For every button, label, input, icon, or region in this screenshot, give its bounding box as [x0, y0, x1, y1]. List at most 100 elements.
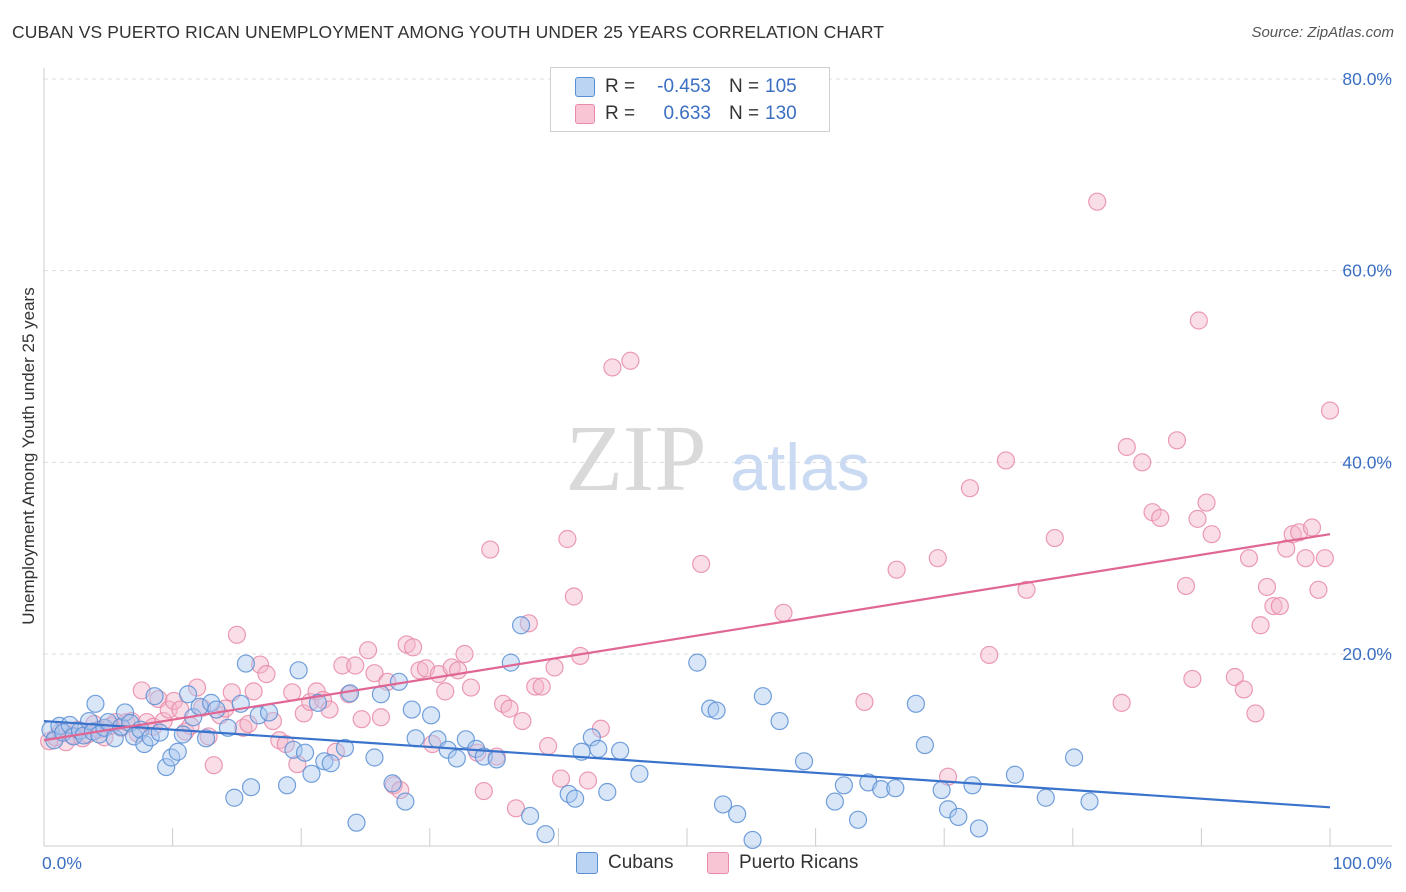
- point-cubans: [236, 654, 256, 673]
- point-puerto-ricans: [1251, 616, 1270, 635]
- y-tick-label: 20.0%: [1342, 644, 1392, 664]
- legend-n-label: N =: [729, 76, 760, 97]
- point-cubans: [173, 725, 192, 744]
- y-tick-label: 80.0%: [1342, 69, 1392, 89]
- point-cubans: [259, 703, 279, 722]
- legend-row-cubans: R = -0.453 N = 105: [551, 74, 797, 100]
- point-cubans: [906, 694, 926, 713]
- point-cubans: [196, 729, 216, 748]
- point-puerto-ricans: [283, 683, 302, 702]
- point-cubans: [886, 779, 905, 798]
- point-cubans: [938, 800, 958, 819]
- point-cubans: [207, 700, 226, 719]
- point-cubans: [512, 616, 531, 635]
- point-puerto-ricans: [1270, 596, 1289, 616]
- y-tick-label: 40.0%: [1342, 452, 1392, 472]
- point-puerto-ricans: [1189, 311, 1208, 330]
- point-cubans: [589, 739, 608, 758]
- point-cubans: [949, 807, 968, 827]
- point-puerto-ricans: [996, 451, 1016, 470]
- trend-line-puerto-ricans: [43, 533, 1331, 742]
- point-cubans: [277, 776, 297, 795]
- point-cubans: [707, 701, 726, 720]
- point-cubans: [315, 752, 334, 771]
- point-puerto-ricans: [294, 704, 313, 723]
- point-cubans: [566, 789, 585, 808]
- legend-item-cubans[interactable]: Cubans: [576, 852, 674, 874]
- point-cubans: [872, 780, 891, 799]
- point-puerto-ricans: [474, 781, 493, 801]
- x-tick-label-min: 0.0%: [42, 853, 82, 873]
- point-cubans: [295, 743, 315, 762]
- point-cubans: [701, 699, 720, 718]
- point-puerto-ricans: [365, 664, 384, 683]
- point-puerto-ricans: [1183, 669, 1202, 689]
- point-cubans: [611, 741, 630, 760]
- point-puerto-ricans: [352, 710, 371, 729]
- legend-r-label: R =: [605, 103, 636, 124]
- legend-item-puerto-ricans[interactable]: Puerto Ricans: [707, 852, 858, 874]
- point-puerto-ricans: [539, 736, 558, 756]
- point-cubans: [178, 685, 198, 704]
- point-cubans: [536, 825, 555, 844]
- point-cubans: [728, 804, 747, 824]
- point-cubans: [501, 653, 520, 672]
- legend-r-value-cubans: -0.453: [657, 76, 711, 97]
- point-cubans: [289, 661, 308, 680]
- point-cubans: [713, 795, 733, 814]
- source-label: Source: ZipAtlas.com: [1251, 24, 1394, 41]
- point-puerto-ricans: [481, 540, 500, 559]
- point-cubans: [60, 715, 79, 735]
- point-cubans: [157, 757, 176, 777]
- point-puerto-ricans: [1302, 518, 1322, 537]
- point-puerto-ricans: [551, 769, 571, 788]
- point-puerto-ricans: [1088, 192, 1107, 211]
- point-puerto-ricans: [1167, 431, 1187, 450]
- point-puerto-ricans: [1197, 493, 1216, 512]
- point-puerto-ricans: [545, 658, 564, 677]
- point-cubans: [582, 728, 601, 747]
- legend-swatch-cubans: [576, 852, 598, 874]
- x-tick-label-max: 100.0%: [1333, 853, 1392, 873]
- point-puerto-ricans: [461, 678, 481, 697]
- point-cubans: [848, 810, 868, 829]
- points-puerto-ricans: [40, 192, 1340, 818]
- point-cubans: [383, 774, 402, 793]
- point-cubans: [302, 764, 321, 783]
- point-puerto-ricans: [980, 645, 999, 665]
- point-puerto-ricans: [621, 351, 640, 370]
- point-cubans: [521, 806, 540, 826]
- point-cubans: [932, 780, 951, 800]
- point-puerto-ricans: [1112, 693, 1131, 712]
- point-puerto-ricans: [1296, 549, 1315, 568]
- chart-title: CUBAN VS PUERTO RICAN UNEMPLOYMENT AMONG…: [12, 22, 885, 42]
- legend-label-puerto-ricans: Puerto Ricans: [739, 852, 859, 873]
- point-cubans: [396, 792, 415, 811]
- point-puerto-ricans: [371, 708, 391, 727]
- point-cubans: [688, 653, 707, 672]
- point-cubans: [321, 754, 340, 773]
- point-cubans: [969, 819, 989, 838]
- series-legend: Cubans Puerto Ricans: [0, 852, 1406, 878]
- point-puerto-ricans: [692, 554, 711, 574]
- point-puerto-ricans: [513, 711, 532, 731]
- point-puerto-ricans: [1017, 580, 1036, 599]
- point-cubans: [834, 776, 853, 795]
- point-cubans: [340, 684, 360, 703]
- point-cubans: [743, 830, 762, 850]
- trend-lines: [43, 533, 1331, 809]
- y-tick-label: 60.0%: [1342, 261, 1392, 281]
- point-puerto-ricans: [187, 678, 207, 697]
- point-puerto-ricans: [1045, 528, 1064, 548]
- point-cubans: [825, 792, 844, 811]
- point-puerto-ricans: [346, 656, 365, 675]
- point-puerto-ricans: [578, 771, 598, 790]
- point-cubans: [963, 776, 982, 795]
- point-puerto-ricans: [532, 677, 551, 696]
- y-axis-label: Unemployment Among Youth under 25 years: [19, 287, 38, 624]
- point-cubans: [225, 788, 244, 807]
- point-cubans: [794, 752, 814, 771]
- point-puerto-ricans: [448, 661, 468, 680]
- legend-swatch-cubans: [575, 77, 595, 97]
